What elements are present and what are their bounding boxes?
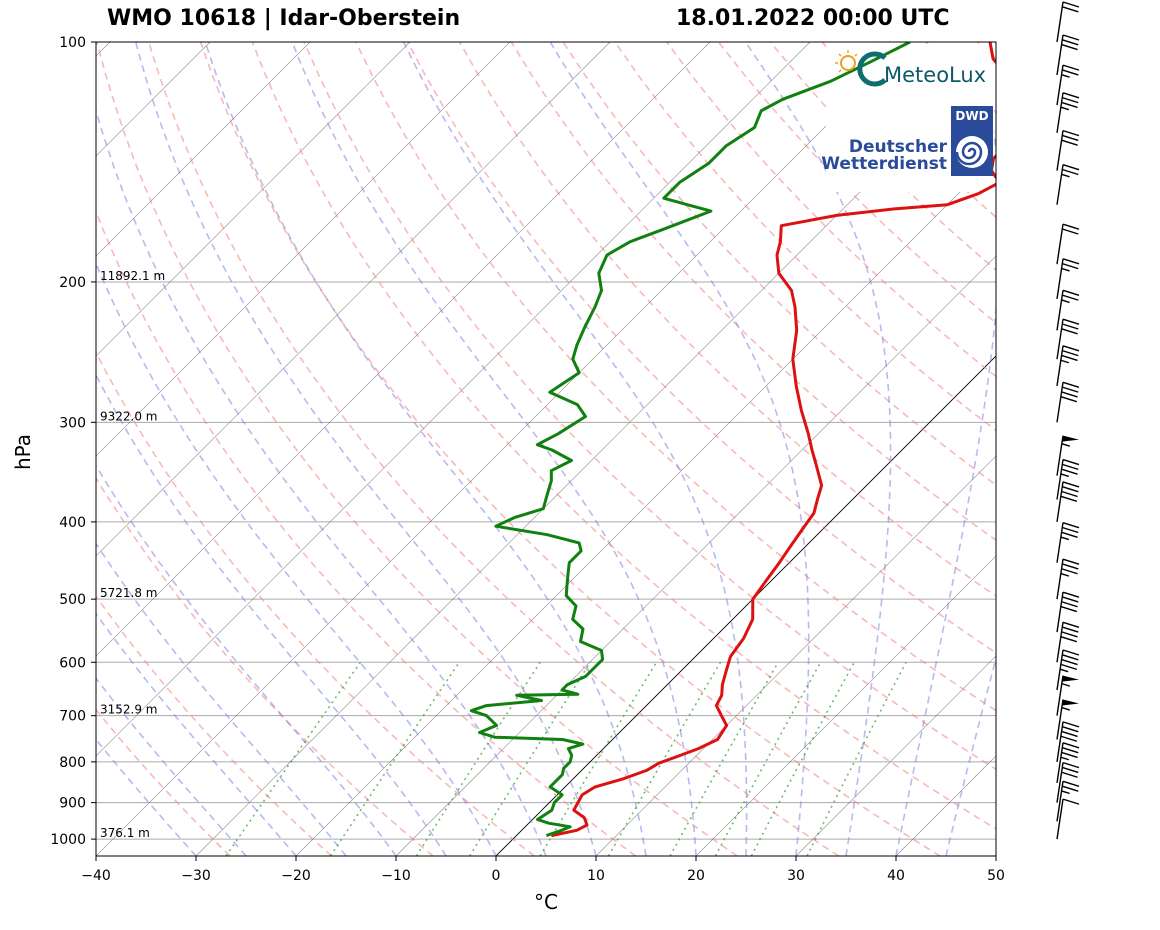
meteolux-text: MeteoLux bbox=[884, 63, 986, 87]
dwd-badge-text: DWD bbox=[955, 109, 988, 123]
y-tick-label: 300 bbox=[59, 415, 86, 431]
wind-barb bbox=[1057, 650, 1079, 690]
wind-barb bbox=[1057, 436, 1079, 476]
x-tick-label: 30 bbox=[787, 868, 805, 884]
x-tick-label: −10 bbox=[381, 868, 411, 884]
y-axis-label: hPa bbox=[11, 434, 35, 470]
x-tick-label: 0 bbox=[492, 868, 501, 884]
wind-barb bbox=[1057, 319, 1079, 359]
x-tick-label: −30 bbox=[181, 868, 211, 884]
y-tick-label: 700 bbox=[59, 709, 86, 725]
y-tick-label: 800 bbox=[59, 755, 86, 771]
wind-barb bbox=[1057, 224, 1079, 264]
chart-title-datetime: 18.01.2022 00:00 UTC bbox=[676, 6, 950, 31]
moist-adiabat-line bbox=[996, 42, 1160, 856]
wind-barb bbox=[1057, 346, 1079, 386]
y-tick-label: 400 bbox=[59, 515, 86, 531]
x-tick-label: 50 bbox=[987, 868, 1005, 884]
wind-barb bbox=[1057, 482, 1079, 522]
wind-barb bbox=[1057, 259, 1079, 299]
chart-title-station: WMO 10618 | Idar-Oberstein bbox=[107, 6, 460, 31]
wind-barb bbox=[1057, 131, 1079, 171]
wind-barb bbox=[1057, 722, 1079, 762]
wind-barb bbox=[1057, 382, 1079, 422]
dry-adiabat-line bbox=[1133, 42, 1160, 856]
dwd-text-line2: Wetterdienst bbox=[821, 154, 947, 174]
height-label: 376.1 m bbox=[100, 826, 150, 840]
isotherm-line bbox=[0, 42, 10, 856]
dry-adiabat-line bbox=[1081, 42, 1160, 856]
x-tick-label: 40 bbox=[887, 868, 905, 884]
y-tick-label: 1000 bbox=[50, 832, 86, 848]
wind-barbs bbox=[1057, 2, 1079, 839]
wind-barb bbox=[1057, 93, 1079, 133]
x-tick-label: 20 bbox=[687, 868, 705, 884]
isotherm-line bbox=[996, 42, 1160, 856]
height-label: 5721.8 m bbox=[100, 586, 158, 600]
wind-barb bbox=[1057, 290, 1079, 330]
y-tick-label: 200 bbox=[59, 275, 86, 291]
x-tick-label: −40 bbox=[81, 868, 111, 884]
dry-adiabat-line bbox=[1029, 42, 1160, 856]
x-axis-label: °C bbox=[534, 890, 558, 914]
wind-barb bbox=[1057, 523, 1079, 563]
y-tick-label: 100 bbox=[59, 35, 86, 51]
y-tick-label: 500 bbox=[59, 592, 86, 608]
height-label: 3152.9 m bbox=[100, 703, 158, 717]
x-tick-label: −20 bbox=[281, 868, 311, 884]
x-tick-label: 10 bbox=[587, 868, 605, 884]
y-tick-label: 900 bbox=[59, 796, 86, 812]
height-label: 9322.0 m bbox=[100, 409, 158, 423]
y-tick-label: 600 bbox=[59, 655, 86, 671]
wind-barb bbox=[1057, 165, 1079, 205]
isotherm-line bbox=[1096, 42, 1160, 856]
wind-barb bbox=[1057, 799, 1079, 839]
height-label: 11892.1 m bbox=[100, 269, 165, 283]
